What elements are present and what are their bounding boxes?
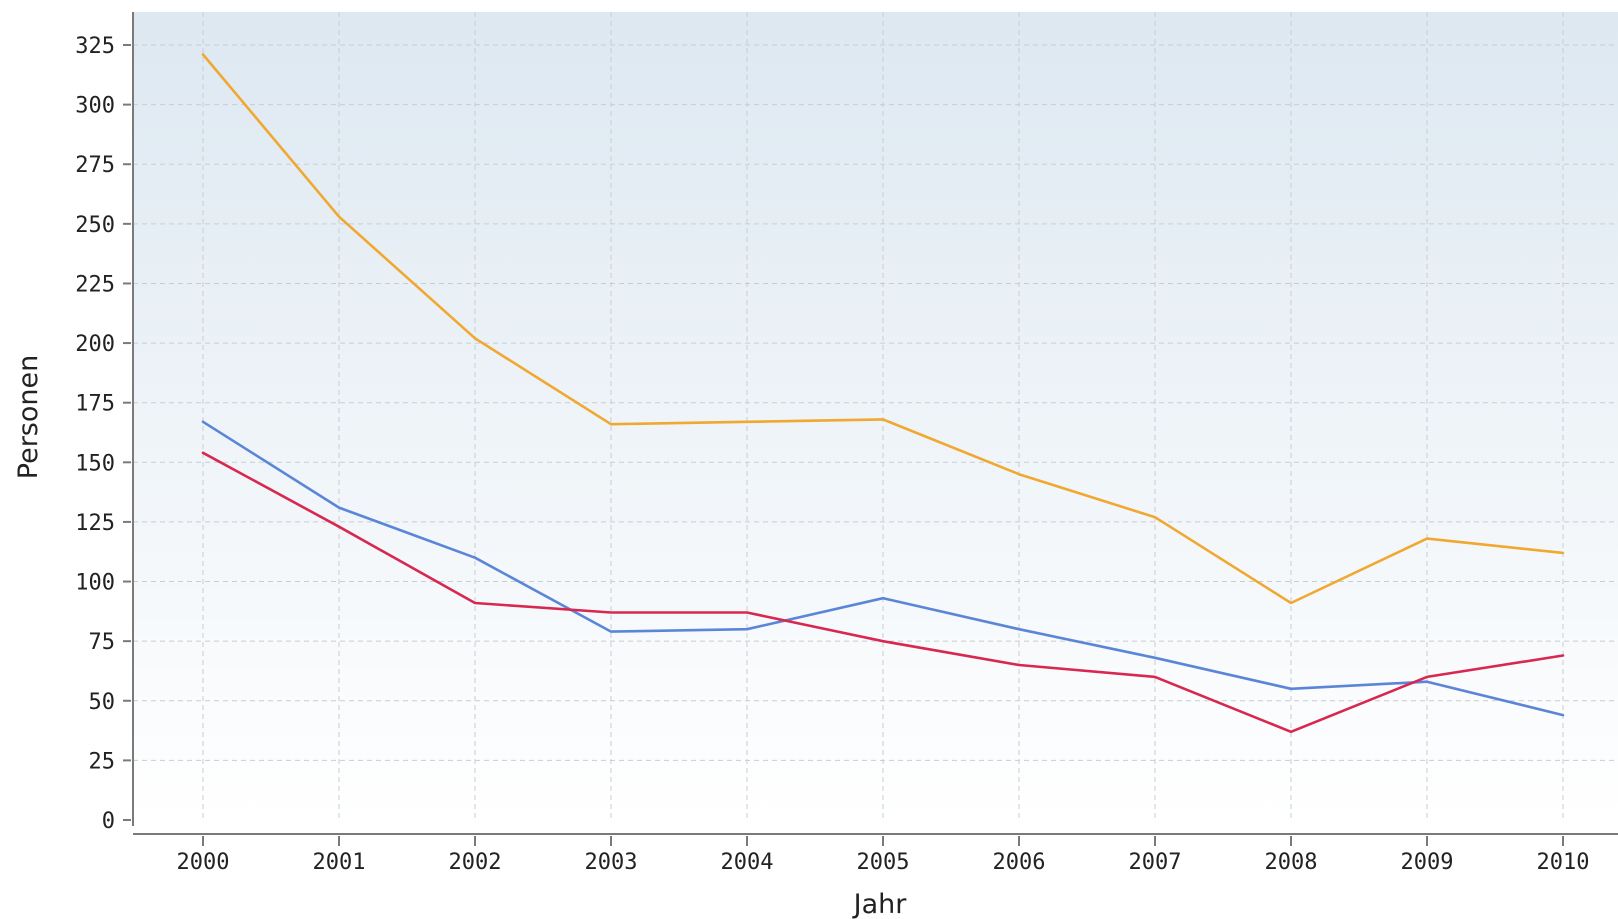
x-tick-label: 2005 (857, 850, 910, 875)
x-tick-label: 2003 (585, 850, 638, 875)
x-tick-label: 2010 (1537, 850, 1590, 875)
series-line-1 (201, 53, 1565, 605)
y-tick-label: 300 (75, 94, 115, 119)
axes (123, 12, 1618, 846)
grid (133, 12, 1618, 820)
y-tick-label: 100 (75, 571, 115, 596)
series-line-2 (201, 420, 1565, 717)
y-tick-label: 125 (75, 511, 115, 536)
x-tick-label: 2000 (177, 850, 230, 875)
x-tick-label: 2009 (1401, 850, 1454, 875)
x-axis-title: Jahr (852, 889, 908, 919)
x-tick-label: 2008 (1265, 850, 1318, 875)
y-tick-label: 50 (89, 690, 116, 715)
x-tick-label: 2006 (993, 850, 1046, 875)
y-tick-label: 200 (75, 332, 115, 357)
plot-area (133, 12, 1618, 818)
y-tick-label: 150 (75, 451, 115, 476)
series-layer (201, 53, 1565, 734)
x-tick-label: 2004 (721, 850, 774, 875)
y-tick-label: 175 (75, 392, 115, 417)
series-line-3 (201, 451, 1565, 734)
y-tick-label: 325 (75, 34, 115, 59)
x-tick-label: 2007 (1129, 850, 1182, 875)
tick-labels: 0 25 50 75 100 125 150 175 200 225 250 275 300 325 200… (75, 34, 1589, 875)
y-tick-label: 25 (89, 749, 116, 774)
x-tick-label: 2002 (449, 850, 502, 875)
y-axis-title: Personen (13, 355, 44, 479)
x-tick-label: 2001 (313, 850, 366, 875)
y-tick-label: 250 (75, 213, 115, 238)
y-tick-label: 75 (89, 630, 116, 655)
y-tick-label: 275 (75, 153, 115, 178)
y-tick-label: 225 (75, 272, 115, 297)
y-tick-label: 0 (102, 809, 115, 834)
